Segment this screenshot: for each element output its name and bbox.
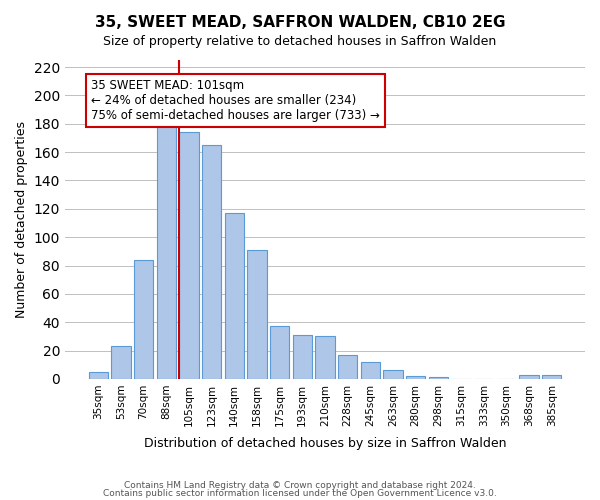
Bar [247, 250, 266, 379]
Bar [406, 376, 425, 379]
Text: 35, SWEET MEAD, SAFFRON WALDEN, CB10 2EG: 35, SWEET MEAD, SAFFRON WALDEN, CB10 2EG [95, 15, 505, 30]
Bar [270, 326, 289, 379]
Text: Size of property relative to detached houses in Saffron Walden: Size of property relative to detached ho… [103, 35, 497, 48]
Text: 35 SWEET MEAD: 101sqm
← 24% of detached houses are smaller (234)
75% of semi-det: 35 SWEET MEAD: 101sqm ← 24% of detached … [91, 79, 380, 122]
Bar [293, 335, 312, 379]
Bar [134, 260, 153, 379]
Bar [224, 213, 244, 379]
Bar [89, 372, 108, 379]
Bar [179, 132, 199, 379]
Y-axis label: Number of detached properties: Number of detached properties [15, 121, 28, 318]
Text: Contains public sector information licensed under the Open Government Licence v3: Contains public sector information licen… [103, 488, 497, 498]
Text: Contains HM Land Registry data © Crown copyright and database right 2024.: Contains HM Land Registry data © Crown c… [124, 481, 476, 490]
Bar [111, 346, 131, 379]
Bar [429, 378, 448, 379]
X-axis label: Distribution of detached houses by size in Saffron Walden: Distribution of detached houses by size … [144, 437, 506, 450]
Bar [202, 145, 221, 379]
Bar [316, 336, 335, 379]
Bar [542, 374, 562, 379]
Bar [520, 374, 539, 379]
Bar [157, 122, 176, 379]
Bar [383, 370, 403, 379]
Bar [338, 355, 357, 379]
Bar [361, 362, 380, 379]
